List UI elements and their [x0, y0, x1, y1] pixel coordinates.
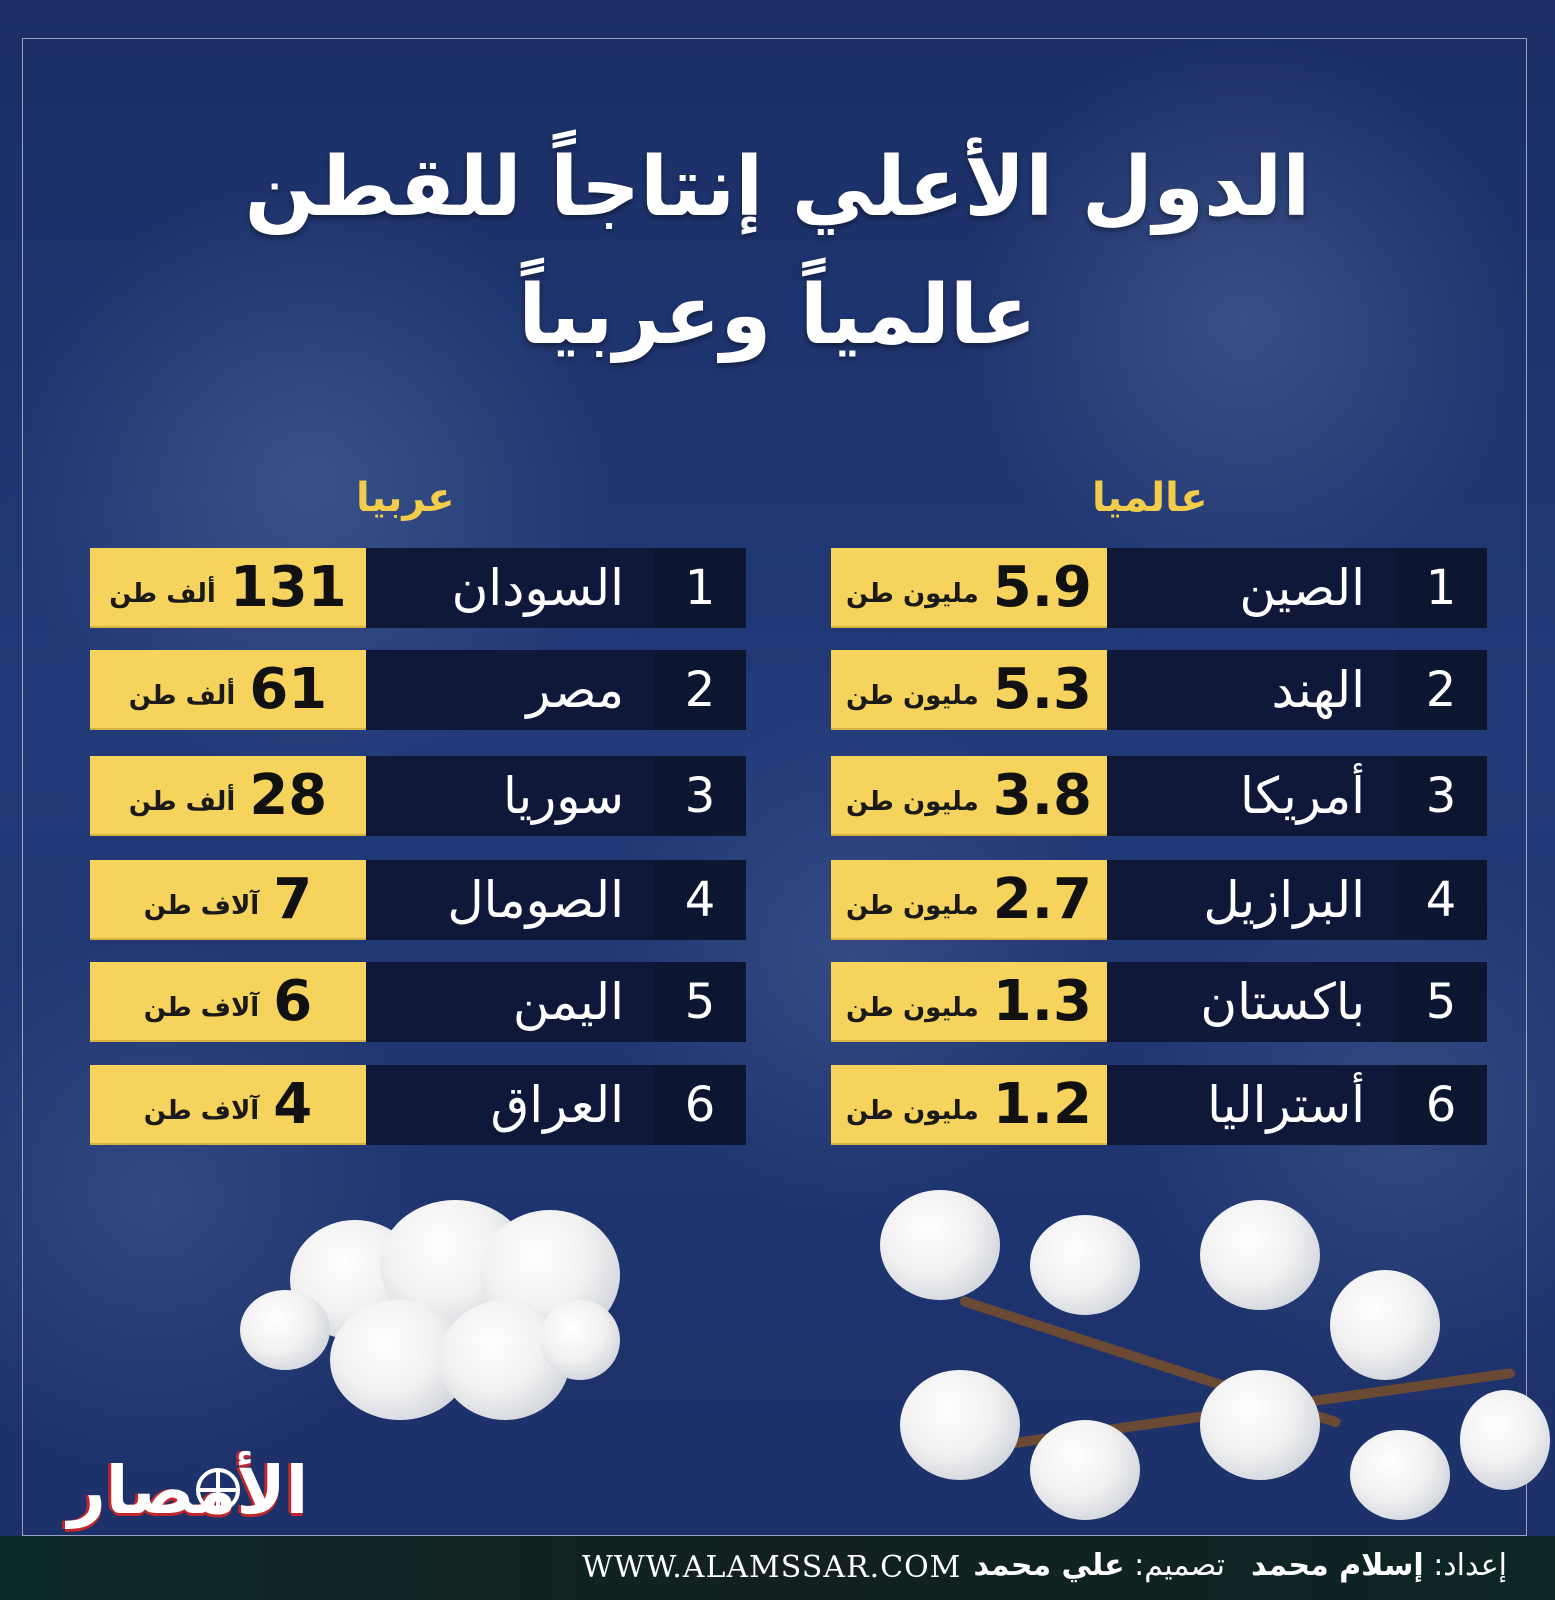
production-value: 5.9: [992, 554, 1092, 620]
unit-label: مليون طن: [846, 787, 979, 817]
arab-row-2: 2 مصر ألف طن 61: [78, 650, 746, 730]
rank-number: 2: [1395, 650, 1487, 730]
unit-label: آلاف طن: [143, 1096, 260, 1126]
page-title-line1: الدول الأعلي إنتاجاً للقطن: [244, 140, 1311, 235]
website-url[interactable]: WWW.ALAMSSAR.COM: [582, 1550, 962, 1585]
country-name: أمريكا: [1107, 756, 1395, 836]
cotton-boll-icon: [880, 1190, 1000, 1300]
cotton-boll-icon: [1200, 1200, 1320, 1310]
cotton-boll-icon: [540, 1300, 620, 1380]
arab-row-4: 4 الصومال آلاف طن 7: [78, 860, 746, 940]
country-name: البرازيل: [1107, 860, 1395, 940]
country-name: الهند: [1107, 650, 1395, 730]
arab-row-3: 3 سوريا ألف طن 28: [78, 756, 746, 836]
country-name: مصر: [366, 650, 654, 730]
unit-label: مليون طن: [846, 1096, 979, 1126]
country-name: السودان: [366, 548, 654, 628]
country-name: الصين: [1107, 548, 1395, 628]
unit-label: آلاف طن: [143, 993, 260, 1023]
unit-label: آلاف طن: [143, 891, 260, 921]
production-value: 131: [229, 554, 347, 620]
rank-number: 6: [654, 1065, 746, 1145]
production-value: 3.8: [992, 762, 1092, 828]
cotton-boll-icon: [900, 1370, 1020, 1480]
world-row-4: 4 البرازيل مليون طن 2.7: [819, 860, 1487, 940]
production-value: 4: [273, 1071, 313, 1137]
rank-number: 3: [654, 756, 746, 836]
production-value: 1.3: [992, 968, 1092, 1034]
arab-section-label: عربيا: [356, 475, 455, 521]
production-value-box: مليون طن 1.3: [831, 962, 1107, 1042]
production-value-box: آلاف طن 7: [90, 860, 366, 940]
world-row-1: 1 الصين مليون طن 5.9: [819, 548, 1487, 628]
production-value: 1.2: [992, 1071, 1092, 1137]
unit-label: مليون طن: [846, 579, 979, 609]
country-name: العراق: [366, 1065, 654, 1145]
production-value: 7: [273, 866, 313, 932]
cotton-boll-icon: [240, 1290, 330, 1370]
world-row-2: 2 الهند مليون طن 5.3: [819, 650, 1487, 730]
brand-logo: الأمصار: [67, 1451, 309, 1529]
production-value: 2.7: [992, 866, 1092, 932]
country-name: باكستان: [1107, 962, 1395, 1042]
country-name: الصومال: [366, 860, 654, 940]
prepared-name: إسلام محمد: [1251, 1548, 1424, 1583]
rank-number: 1: [1395, 548, 1487, 628]
arab-row-5: 5 اليمن آلاف طن 6: [78, 962, 746, 1042]
credits-design: تصميم: علي محمد: [973, 1548, 1225, 1583]
rank-number: 3: [1395, 756, 1487, 836]
rank-number: 4: [654, 860, 746, 940]
production-value: 5.3: [992, 656, 1092, 722]
production-value-box: آلاف طن 6: [90, 962, 366, 1042]
production-value: 28: [249, 762, 328, 828]
page-title-line2: عالمياً وعربياً: [518, 268, 1037, 363]
rank-number: 1: [654, 548, 746, 628]
arab-row-1: 1 السودان ألف طن 131: [78, 548, 746, 628]
production-value-box: ألف طن 61: [90, 650, 366, 730]
production-value: 6: [273, 968, 313, 1034]
world-section-label: عالميا: [1092, 475, 1208, 521]
design-name: علي محمد: [973, 1548, 1125, 1583]
country-name: أستراليا: [1107, 1065, 1395, 1145]
cotton-boll-icon: [1350, 1430, 1450, 1520]
rank-number: 5: [1395, 962, 1487, 1042]
cotton-boll-icon: [1330, 1270, 1440, 1380]
production-value-box: ألف طن 131: [90, 548, 366, 628]
cotton-boll-icon: [1030, 1215, 1140, 1315]
rank-number: 4: [1395, 860, 1487, 940]
footer-bar: [0, 1536, 1555, 1600]
rank-number: 2: [654, 650, 746, 730]
production-value-box: مليون طن 3.8: [831, 756, 1107, 836]
credits-prepared: إعداد: إسلام محمد: [1251, 1548, 1507, 1583]
unit-label: ألف طن: [128, 787, 236, 817]
production-value-box: مليون طن 5.9: [831, 548, 1107, 628]
production-value-box: ألف طن 28: [90, 756, 366, 836]
unit-label: مليون طن: [846, 891, 979, 921]
cotton-boll-icon: [1200, 1370, 1320, 1480]
unit-label: مليون طن: [846, 993, 979, 1023]
credits-separator: ـ: [1256, 1548, 1265, 1583]
production-value-box: مليون طن 2.7: [831, 860, 1107, 940]
rank-number: 6: [1395, 1065, 1487, 1145]
production-value-box: آلاف طن 4: [90, 1065, 366, 1145]
production-value-box: مليون طن 5.3: [831, 650, 1107, 730]
production-value: 61: [249, 656, 328, 722]
unit-label: مليون طن: [846, 681, 979, 711]
design-label: تصميم:: [1134, 1548, 1225, 1583]
border-frame: [22, 38, 1527, 1536]
unit-label: ألف طن: [128, 681, 236, 711]
production-value-box: مليون طن 1.2: [831, 1065, 1107, 1145]
unit-label: ألف طن: [109, 579, 216, 609]
world-row-5: 5 باكستان مليون طن 1.3: [819, 962, 1487, 1042]
prepared-label: إعداد:: [1433, 1548, 1507, 1583]
country-name: سوريا: [366, 756, 654, 836]
cotton-boll-icon: [1030, 1420, 1140, 1520]
world-row-3: 3 أمريكا مليون طن 3.8: [819, 756, 1487, 836]
country-name: اليمن: [366, 962, 654, 1042]
world-row-6: 6 أستراليا مليون طن 1.2: [819, 1065, 1487, 1145]
rank-number: 5: [654, 962, 746, 1042]
globe-icon: [196, 1468, 240, 1512]
arab-row-6: 6 العراق آلاف طن 4: [78, 1065, 746, 1145]
cotton-boll-icon: [1460, 1390, 1550, 1490]
